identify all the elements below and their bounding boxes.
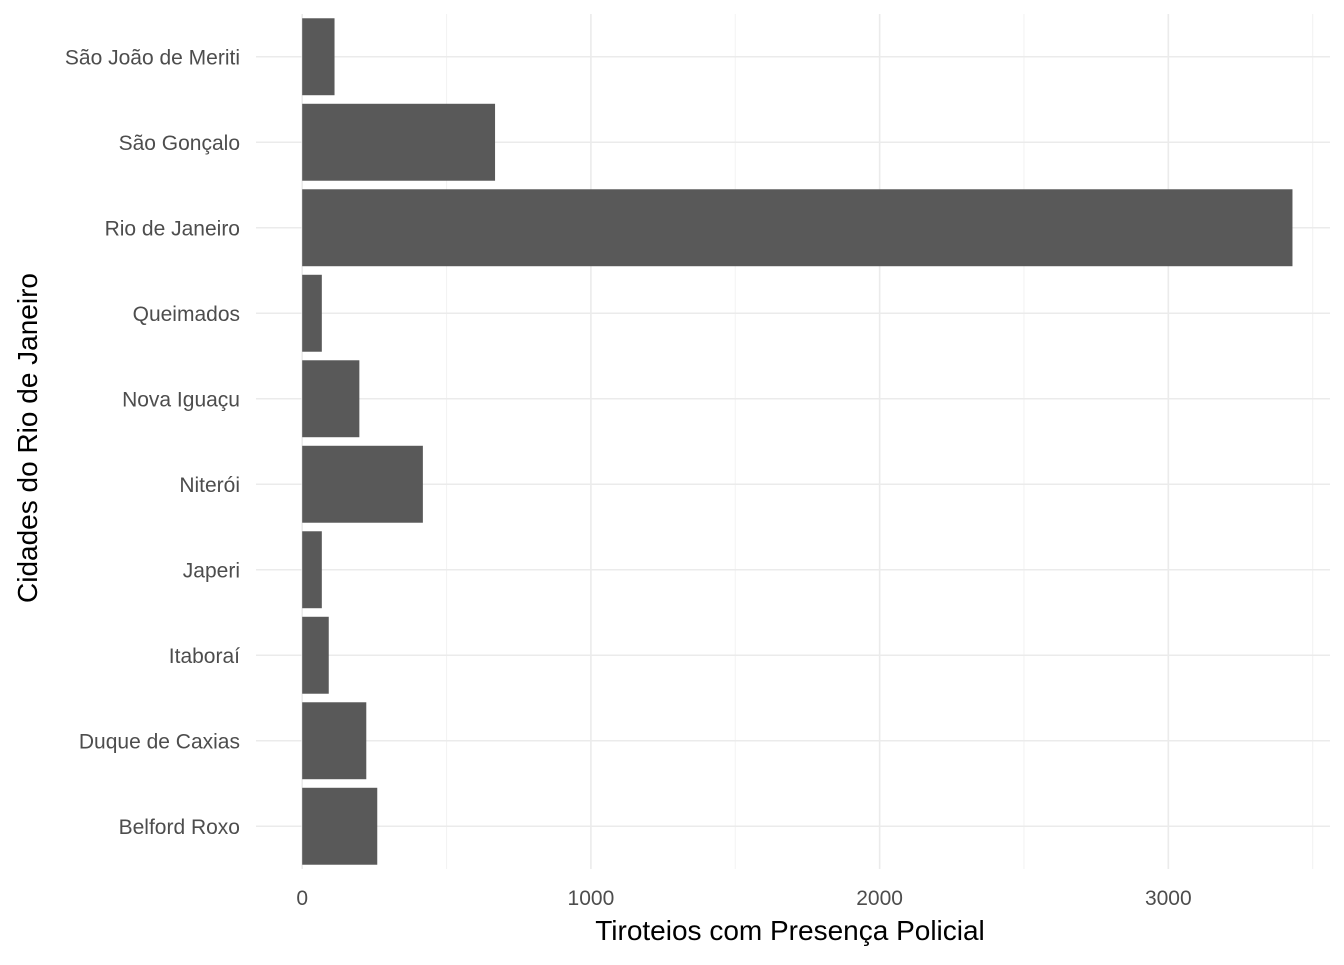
bar-rio-de-janeiro — [302, 189, 1293, 267]
y-tick-label: Itaboraí — [169, 645, 240, 668]
y-tick-label: Rio de Janeiro — [105, 217, 240, 240]
bars — [302, 18, 1293, 865]
y-tick-label: Queimados — [133, 303, 240, 326]
bar-sao-goncalo — [302, 103, 496, 181]
y-axis-title: Cidades do Rio de Janeiro — [12, 273, 43, 603]
x-tick-label: 3000 — [1145, 887, 1192, 910]
y-tick-label: Duque de Caxias — [79, 730, 240, 753]
x-tick-label: 2000 — [856, 887, 903, 910]
bar-belford-roxo — [302, 787, 378, 865]
x-axis-tick-labels: 0 1000 2000 3000 — [296, 887, 1191, 910]
y-tick-label: Japeri — [183, 559, 240, 582]
y-tick-label: Nova Iguaçu — [122, 388, 240, 411]
y-tick-label: Belford Roxo — [119, 816, 240, 839]
grid — [256, 14, 1330, 869]
bar-nova-iguacu — [302, 360, 360, 438]
bar-itaborai — [302, 616, 329, 694]
y-tick-label: São João de Meriti — [65, 46, 240, 69]
bar-queimados — [302, 274, 322, 352]
bar-sao-joao-de-meriti — [302, 18, 335, 96]
x-axis-title: Tiroteios com Presença Policial — [595, 915, 985, 946]
y-axis-tick-labels: Belford Roxo Duque de Caxias Itaboraí Japer… — [65, 46, 240, 839]
x-tick-label: 0 — [296, 887, 308, 910]
bar-niteroi — [302, 445, 423, 523]
bar-duque-de-caxias — [302, 702, 367, 780]
bar-japeri — [302, 531, 322, 609]
y-tick-label: São Gonçalo — [119, 132, 240, 155]
y-tick-label: Niterói — [179, 474, 240, 497]
x-tick-label: 1000 — [568, 887, 615, 910]
